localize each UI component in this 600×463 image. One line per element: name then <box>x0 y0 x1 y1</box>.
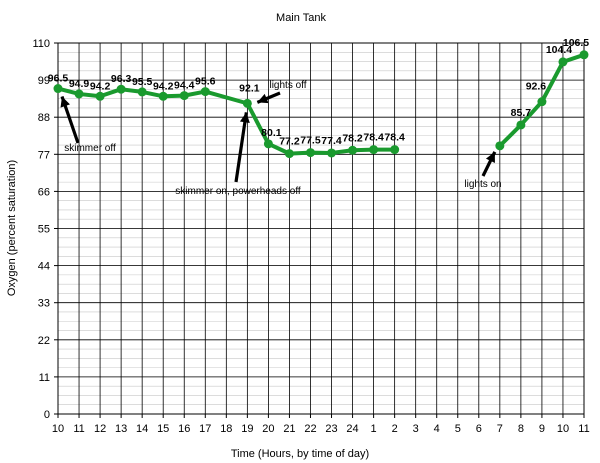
x-tick-label: 21 <box>283 423 295 435</box>
x-tick-label: 9 <box>539 423 545 435</box>
data-label: 94.4 <box>174 80 195 92</box>
x-tick-label: 18 <box>220 423 232 435</box>
data-point <box>200 87 210 97</box>
arrow-head-icon <box>239 112 250 123</box>
x-tick-label: 20 <box>262 423 274 435</box>
data-point <box>158 91 168 101</box>
data-label: 92.1 <box>239 82 260 94</box>
arrow-head-icon <box>60 96 70 108</box>
x-tick-label: 19 <box>241 423 253 435</box>
x-tick-label: 6 <box>476 423 482 435</box>
chart-title: Main Tank <box>276 12 326 24</box>
annotation-text: lights off <box>269 80 306 91</box>
data-label: 94.2 <box>90 80 111 92</box>
data-point <box>537 97 547 107</box>
y-tick-label: 55 <box>38 224 50 236</box>
data-label: 78.2 <box>342 132 363 144</box>
data-label: 95.6 <box>195 76 216 88</box>
data-point <box>495 141 505 151</box>
y-tick-label: 11 <box>39 372 50 384</box>
arrow-head-icon <box>485 151 495 164</box>
y-axis-title: Oxygen (percent saturation) <box>6 160 18 296</box>
data-point <box>516 120 526 130</box>
annotation-text: lights on <box>464 179 501 190</box>
x-tick-label: 11 <box>578 423 589 435</box>
x-tick-label: 22 <box>304 423 316 435</box>
data-point <box>116 84 126 94</box>
y-tick-label: 88 <box>38 112 50 124</box>
y-tick-label: 66 <box>38 186 50 198</box>
data-point <box>137 87 147 97</box>
data-labels: 96.5 94.9 94.296.3 95.5 94.2 94.4 95.692.180.1… <box>48 37 590 148</box>
x-tick-label: 24 <box>346 423 358 435</box>
x-tick-label: 23 <box>325 423 337 435</box>
data-point <box>369 145 379 155</box>
x-tick-label: 14 <box>136 423 148 435</box>
x-tick-label: 10 <box>52 423 64 435</box>
data-label: 96.3 <box>111 73 132 85</box>
x-tick-label: 15 <box>157 423 169 435</box>
x-tick-label: 5 <box>455 423 461 435</box>
data-point <box>579 50 589 60</box>
x-tick-label: 8 <box>518 423 524 435</box>
data-point <box>558 57 568 67</box>
annotation-text: skimmer off <box>64 143 116 154</box>
annotation-text: skimmer on, powerheads off <box>175 186 301 197</box>
x-tick-label: 12 <box>94 423 106 435</box>
x-tick-label: 2 <box>392 423 398 435</box>
arrow-head-icon <box>257 93 269 104</box>
x-tick-label: 11 <box>73 423 84 435</box>
data-label: 94.9 <box>69 78 90 90</box>
y-tick-label: 77 <box>38 149 50 161</box>
data-point <box>284 149 294 159</box>
major-gridlines <box>57 42 585 415</box>
y-axis-ticks: 0 11 22 33 44 55 66 77 88 99 110 <box>32 38 58 421</box>
x-tick-label: 1 <box>371 423 377 435</box>
data-point <box>390 145 400 155</box>
data-label: 77.5 <box>300 135 321 147</box>
y-tick-label: 22 <box>38 335 50 347</box>
data-label: 78.4 <box>363 132 384 144</box>
annotation-arrow <box>234 112 248 183</box>
data-point <box>263 139 273 149</box>
series-line <box>56 86 397 156</box>
y-tick-label: 110 <box>32 38 50 50</box>
x-tick-label: 3 <box>413 423 419 435</box>
x-tick-label: 13 <box>115 423 127 435</box>
data-point <box>327 148 337 158</box>
x-axis-ticks: 10 11 12 13 14 15 16 17 18 19 20 21 22 23 24 1 2 3 4 5 6 7 8 9 1… <box>52 414 590 435</box>
data-label: 85.7 <box>511 107 532 119</box>
data-point <box>242 98 252 108</box>
x-tick-label: 16 <box>178 423 190 435</box>
y-tick-label: 99 <box>38 75 50 87</box>
data-label: 96.5 <box>48 73 69 85</box>
data-point <box>53 84 63 94</box>
data-label: 92.6 <box>526 81 547 93</box>
x-tick-label: 7 <box>497 423 503 435</box>
data-label: 78.4 <box>384 132 405 144</box>
y-tick-label: 0 <box>44 409 50 421</box>
data-point <box>74 89 84 99</box>
oxygen-series <box>53 50 589 159</box>
data-label: 94.2 <box>153 80 174 92</box>
data-point <box>179 91 189 101</box>
x-tick-label: 4 <box>434 423 440 435</box>
data-point <box>348 145 358 155</box>
data-label: 95.5 <box>132 76 153 88</box>
x-tick-label: 17 <box>199 423 211 435</box>
data-label: 80.1 <box>261 127 282 139</box>
data-label: 77.4 <box>321 135 342 147</box>
data-label: 104.4 <box>546 44 572 56</box>
data-point <box>95 91 105 101</box>
data-point <box>305 148 315 158</box>
y-tick-label: 44 <box>38 261 50 273</box>
data-label: 77.2 <box>279 136 300 148</box>
data-label: 106.5 <box>563 37 589 49</box>
annotations: skimmer off skimmer on, powerheads off lig… <box>60 80 502 197</box>
y-tick-label: 33 <box>38 298 50 310</box>
x-tick-label: 10 <box>557 423 569 435</box>
x-axis-title: Time (Hours, by time of day) <box>231 448 369 460</box>
